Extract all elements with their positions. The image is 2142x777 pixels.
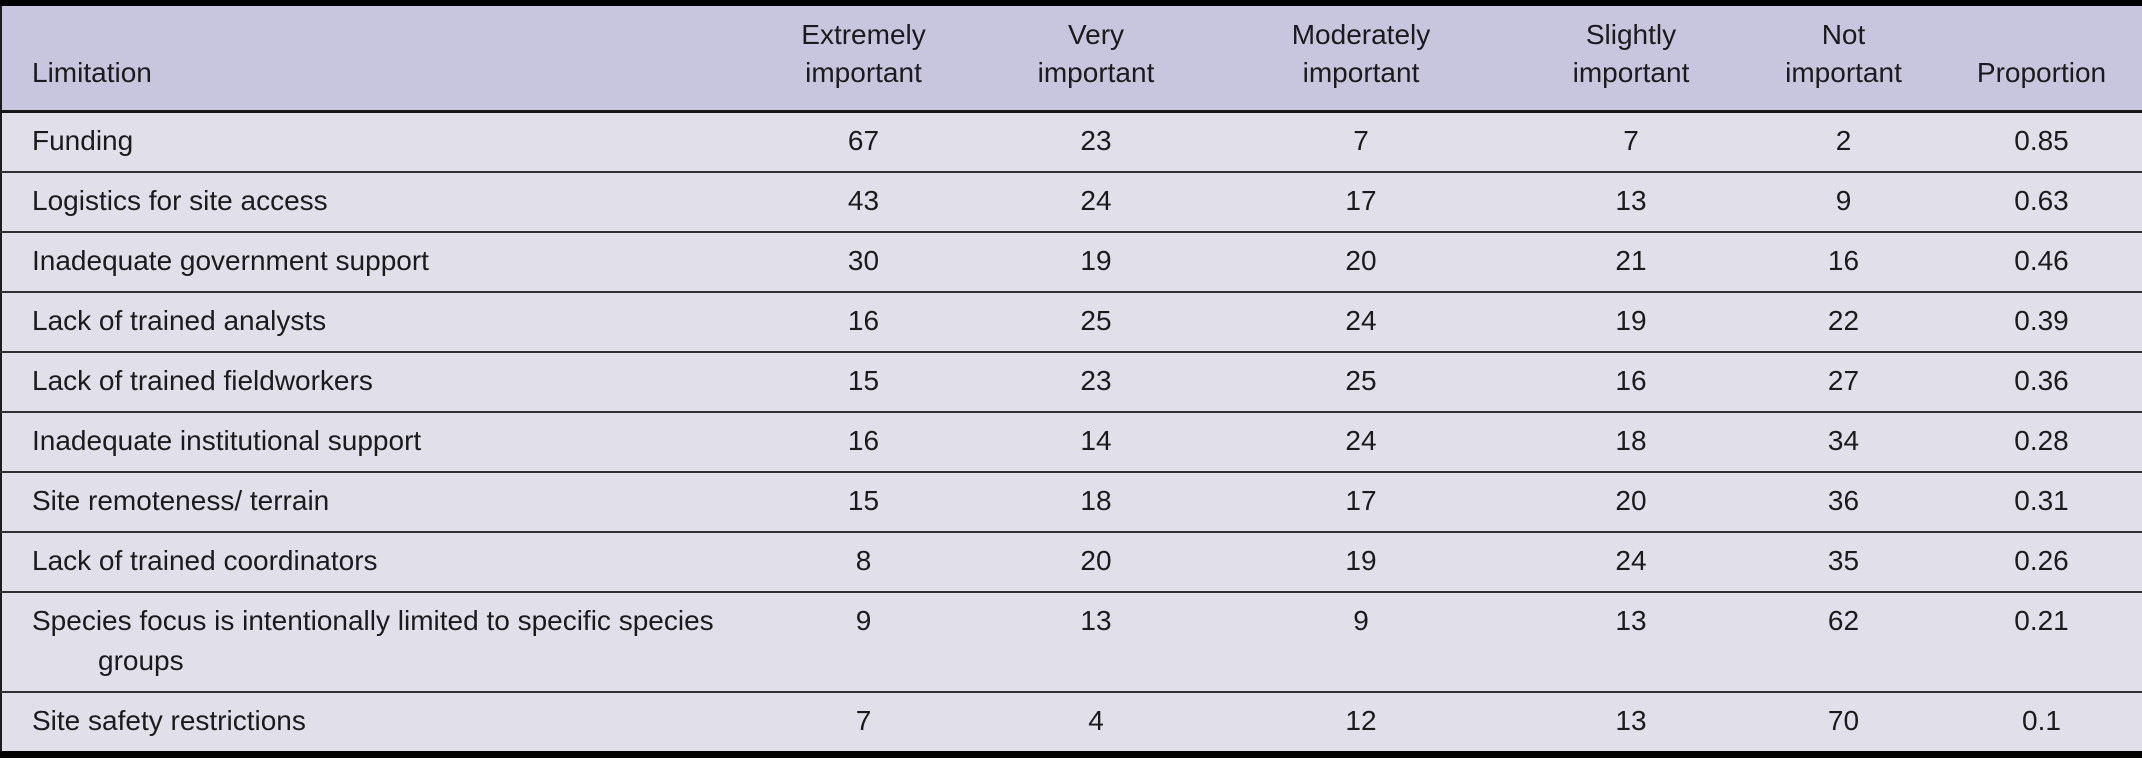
count-cell: 15 — [847, 485, 880, 516]
table-row: Logistics for site access 43 24 17 13 9 0.63 — [1, 172, 2142, 232]
limitations-table: Limitation Extremely important Very import… — [0, 0, 2142, 758]
limitation-cell: Logistics for site access — [32, 185, 328, 216]
count-cell: 67 — [847, 125, 880, 156]
count-cell: 20 — [1080, 545, 1112, 576]
proportion-cell: 0.1 — [2022, 705, 2061, 736]
count-cell: 21 — [1615, 245, 1647, 276]
count-cell: 9 — [855, 605, 872, 636]
count-cell: 19 — [1345, 545, 1377, 576]
count-cell: 16 — [847, 425, 880, 456]
limitation-cell: Lack of trained analysts — [32, 305, 327, 336]
count-cell: 34 — [1827, 425, 1860, 456]
count-cell: 22 — [1827, 305, 1860, 336]
count-cell: 17 — [1345, 185, 1377, 216]
count-cell: 20 — [1345, 245, 1377, 276]
count-cell: 27 — [1827, 365, 1860, 396]
count-cell: 24 — [1345, 305, 1377, 336]
column-header-not-important: Not important — [1746, 3, 1941, 113]
count-cell: 19 — [1615, 305, 1647, 336]
column-header-limitation: Limitation — [1, 3, 741, 113]
count-cell: 7 — [1623, 125, 1639, 156]
table-row: Lack of trained coordinators 8 20 19 24 35 0.2… — [1, 532, 2142, 592]
proportion-cell: 0.85 — [2014, 125, 2069, 156]
count-cell: 70 — [1827, 705, 1860, 736]
table-row: Site remoteness/ terrain 15 18 17 20 36 0.31 — [1, 472, 2142, 532]
proportion-cell: 0.46 — [2014, 245, 2069, 276]
count-cell: 35 — [1827, 545, 1860, 576]
count-cell: 24 — [1345, 425, 1377, 456]
column-header-slightly-important: Slightly important — [1516, 3, 1746, 113]
header-row: Limitation Extremely important Very import… — [1, 3, 2142, 113]
limitation-cell: Lack of trained fieldworkers — [32, 365, 373, 396]
count-cell: 9 — [1353, 605, 1369, 636]
count-cell: 15 — [847, 365, 880, 396]
count-cell: 13 — [1615, 705, 1647, 736]
proportion-cell: 0.31 — [2014, 485, 2069, 516]
proportion-cell: 0.39 — [2014, 305, 2069, 336]
count-cell: 13 — [1615, 185, 1647, 216]
proportion-cell: 0.21 — [2014, 605, 2069, 636]
limitation-cell: Inadequate government support — [32, 245, 429, 276]
limitation-cell: Species focus is intentionally limited t… — [32, 605, 714, 676]
count-cell: 25 — [1345, 365, 1377, 396]
count-cell: 18 — [1615, 425, 1647, 456]
proportion-cell: 0.36 — [2014, 365, 2069, 396]
count-cell: 20 — [1615, 485, 1647, 516]
count-cell: 4 — [1088, 705, 1104, 736]
column-header-proportion: Proportion — [1941, 3, 2142, 113]
table-row: Inadequate institutional support 16 14 24 18… — [1, 412, 2142, 472]
count-cell: 24 — [1615, 545, 1647, 576]
count-cell: 18 — [1080, 485, 1112, 516]
count-cell: 62 — [1827, 605, 1860, 636]
table-row: Site safety restrictions 7 4 12 13 70 0.1 — [1, 692, 2142, 755]
count-cell: 9 — [1835, 185, 1852, 216]
table-row: Lack of trained fieldworkers 15 23 25 16 27 0.… — [1, 352, 2142, 412]
count-cell: 30 — [847, 245, 880, 276]
column-header-extremely-important: Extremely important — [741, 3, 986, 113]
limitation-cell: Funding — [32, 125, 134, 156]
count-cell: 12 — [1345, 705, 1377, 736]
table-row: Lack of trained analysts 16 25 24 19 22 0.39 — [1, 292, 2142, 352]
limitation-cell: Lack of trained coordinators — [32, 545, 378, 576]
limitation-cell: Inadequate institutional support — [32, 425, 422, 456]
count-cell: 25 — [1080, 305, 1112, 336]
count-cell: 23 — [1080, 365, 1112, 396]
table-body: Funding 67 23 7 7 2 0.85 Logistics for site acc… — [1, 111, 2142, 755]
table-row: Species focus is intentionally limited t… — [1, 592, 2142, 692]
column-header-very-important: Very important — [986, 3, 1206, 113]
limitation-cell: Site remoteness/ terrain — [32, 485, 330, 516]
column-header-moderately-important: Moderately important — [1206, 3, 1516, 113]
count-cell: 13 — [1615, 605, 1647, 636]
proportion-cell: 0.28 — [2014, 425, 2069, 456]
count-cell: 2 — [1835, 125, 1852, 156]
count-cell: 7 — [1353, 125, 1369, 156]
table-row: Inadequate government support 30 19 20 21 16 0… — [1, 232, 2142, 292]
limitation-cell: Site safety restrictions — [32, 705, 306, 736]
count-cell: 19 — [1080, 245, 1112, 276]
table-header: Limitation Extremely important Very import… — [1, 3, 2142, 113]
count-cell: 36 — [1827, 485, 1860, 516]
count-cell: 16 — [1615, 365, 1647, 396]
proportion-cell: 0.26 — [2014, 545, 2069, 576]
count-cell: 7 — [855, 705, 872, 736]
proportion-cell: 0.63 — [2014, 185, 2069, 216]
count-cell: 14 — [1080, 425, 1112, 456]
count-cell: 16 — [1827, 245, 1860, 276]
count-cell: 16 — [847, 305, 880, 336]
count-cell: 8 — [855, 545, 872, 576]
table-row: Funding 67 23 7 7 2 0.85 — [1, 111, 2142, 173]
count-cell: 24 — [1080, 185, 1112, 216]
count-cell: 43 — [847, 185, 880, 216]
count-cell: 17 — [1345, 485, 1377, 516]
count-cell: 13 — [1080, 605, 1112, 636]
count-cell: 23 — [1080, 125, 1112, 156]
